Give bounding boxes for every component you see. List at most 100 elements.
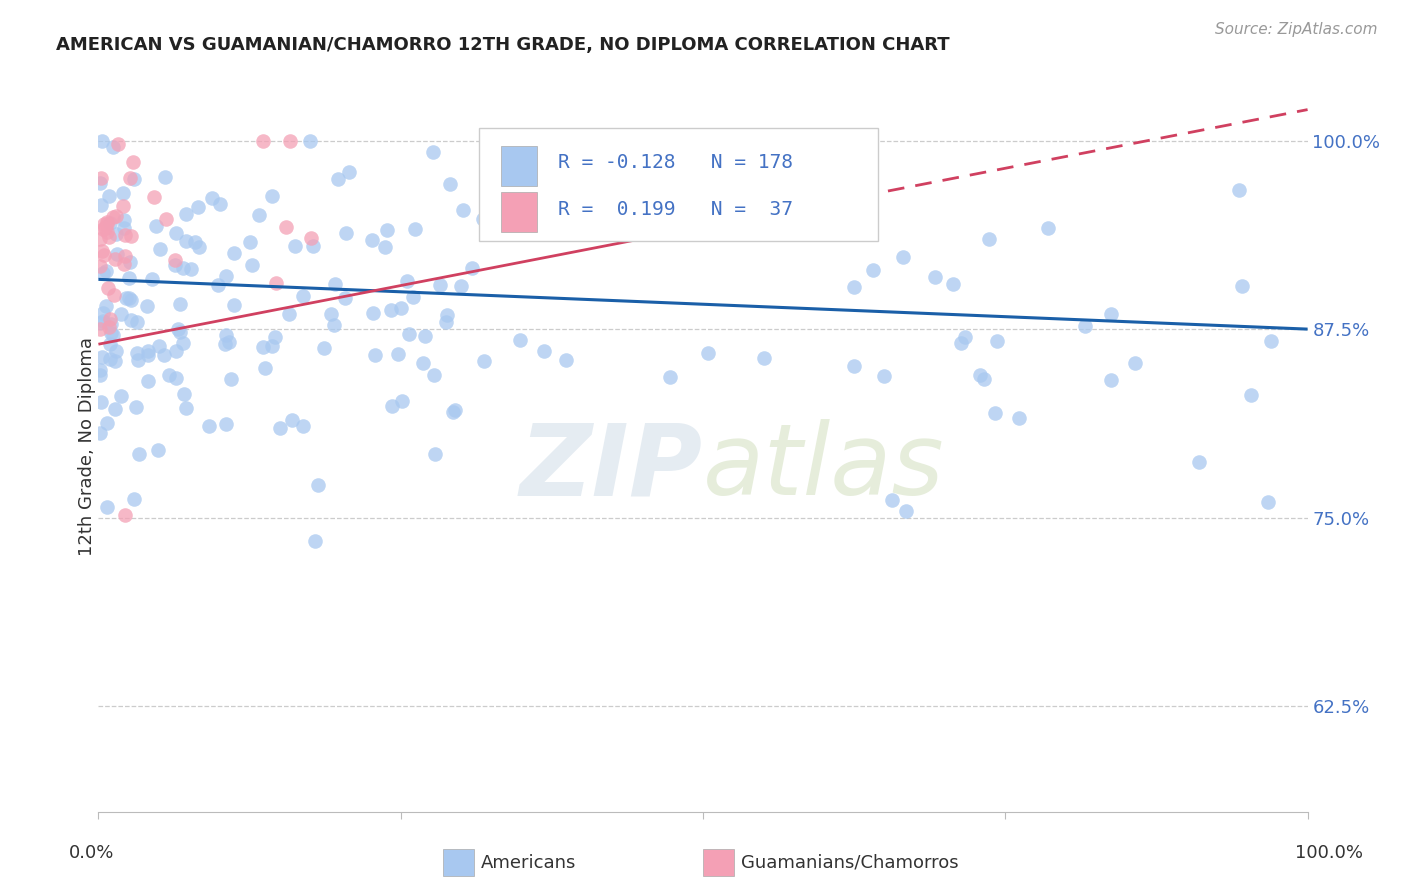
Point (148, 339, 170, 353)
Point (280, 413, 302, 427)
Point (91, 266, 114, 280)
Point (163, 258, 186, 272)
Point (187, 200, 209, 214)
Point (391, 394, 413, 409)
Point (323, 318, 346, 333)
Point (292, 419, 315, 434)
Point (89, 259, 111, 273)
Point (124, 172, 146, 186)
Point (1260, 334, 1282, 348)
Point (969, 368, 991, 383)
Point (398, 326, 420, 341)
Point (260, 188, 283, 202)
Point (215, 268, 238, 283)
Point (112, 220, 135, 235)
Point (118, 271, 141, 285)
Point (198, 419, 221, 434)
Text: Guamanians/Chamorros: Guamanians/Chamorros (741, 854, 959, 871)
Point (93, 248, 115, 262)
Point (174, 207, 197, 221)
Point (91, 306, 114, 320)
Point (984, 406, 1007, 420)
Point (94, 220, 117, 235)
Point (107, 137, 129, 152)
Point (96, 215, 118, 229)
Point (115, 292, 138, 306)
Point (280, 134, 302, 148)
Point (128, 447, 150, 461)
Point (172, 261, 194, 276)
Point (254, 360, 277, 375)
Point (658, 369, 681, 384)
Point (361, 306, 384, 320)
Point (176, 401, 198, 416)
Point (149, 242, 172, 256)
Point (873, 368, 896, 383)
Point (252, 340, 274, 354)
Point (142, 190, 165, 204)
Point (533, 343, 555, 358)
Point (214, 337, 236, 351)
Text: Americans: Americans (481, 854, 576, 871)
Point (298, 134, 321, 148)
Text: ZIP: ZIP (520, 419, 703, 516)
Point (120, 229, 142, 244)
Point (264, 276, 287, 290)
Point (125, 401, 148, 415)
Point (169, 297, 191, 311)
Point (104, 353, 127, 368)
Point (136, 299, 159, 313)
Point (89, 426, 111, 441)
Point (110, 307, 132, 321)
Point (114, 249, 136, 263)
Point (90, 244, 112, 258)
Point (165, 343, 187, 358)
Point (101, 211, 124, 225)
Point (112, 213, 135, 227)
Point (90, 395, 112, 409)
Point (323, 277, 346, 291)
Point (1232, 279, 1254, 293)
Point (335, 291, 357, 305)
Point (381, 399, 404, 413)
Point (155, 212, 177, 227)
Point (263, 329, 285, 343)
Point (314, 341, 336, 355)
Text: Source: ZipAtlas.com: Source: ZipAtlas.com (1215, 22, 1378, 37)
Point (443, 403, 465, 417)
Point (1257, 495, 1279, 509)
Point (201, 191, 224, 205)
Point (127, 353, 149, 368)
Point (98, 230, 121, 244)
Point (98, 336, 121, 351)
Point (222, 298, 245, 312)
Point (94, 263, 117, 277)
Point (110, 388, 132, 402)
Point (434, 315, 457, 329)
Point (183, 235, 205, 249)
Point (422, 368, 444, 383)
Point (697, 346, 720, 360)
Point (207, 277, 229, 292)
Point (105, 247, 128, 261)
Point (90, 171, 112, 186)
Point (441, 405, 464, 419)
Point (96, 299, 118, 313)
Point (439, 178, 461, 192)
Point (1074, 318, 1097, 333)
Point (222, 245, 245, 260)
Point (387, 347, 409, 361)
Point (153, 170, 176, 185)
Point (112, 257, 135, 271)
Point (174, 234, 197, 248)
Point (953, 329, 976, 343)
Point (90, 198, 112, 212)
Point (124, 492, 146, 507)
Point (472, 354, 495, 368)
Point (101, 140, 124, 154)
Point (103, 328, 125, 343)
Point (460, 260, 482, 275)
Point (141, 272, 163, 286)
Point (412, 356, 434, 370)
Point (218, 335, 240, 350)
